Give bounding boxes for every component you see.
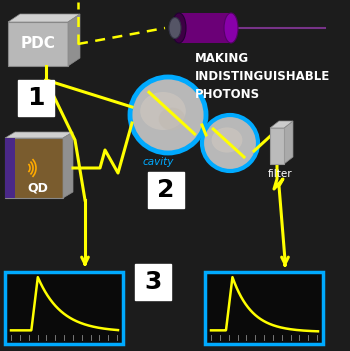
Text: 2: 2 (157, 178, 175, 202)
Bar (179, 13, 231, 43)
Text: 1: 1 (27, 86, 45, 110)
Polygon shape (284, 121, 293, 164)
Bar (5, 138, 15, 198)
Bar (270, 128, 284, 164)
Bar (18, 80, 54, 116)
Ellipse shape (140, 92, 186, 130)
Bar (5, 138, 63, 198)
Text: 3: 3 (144, 270, 162, 294)
Ellipse shape (212, 127, 243, 153)
Bar (8, 22, 68, 66)
Ellipse shape (159, 108, 185, 131)
Polygon shape (63, 132, 73, 198)
Bar (148, 172, 184, 208)
Bar (135, 264, 171, 300)
Polygon shape (68, 14, 80, 66)
Polygon shape (8, 14, 80, 22)
Text: MAKING
INDISTINGUISHABLE
PHOTONS: MAKING INDISTINGUISHABLE PHOTONS (195, 52, 330, 101)
Circle shape (130, 77, 206, 153)
Text: PDC: PDC (21, 37, 55, 52)
Ellipse shape (172, 13, 186, 43)
Polygon shape (270, 121, 293, 128)
Text: filter: filter (268, 169, 292, 179)
Bar (205, 272, 323, 344)
Text: QD: QD (28, 181, 48, 194)
Ellipse shape (224, 13, 238, 43)
Circle shape (202, 115, 258, 171)
Polygon shape (5, 132, 73, 138)
Ellipse shape (169, 18, 181, 39)
Bar (5, 272, 123, 344)
Text: cavity: cavity (142, 157, 174, 167)
